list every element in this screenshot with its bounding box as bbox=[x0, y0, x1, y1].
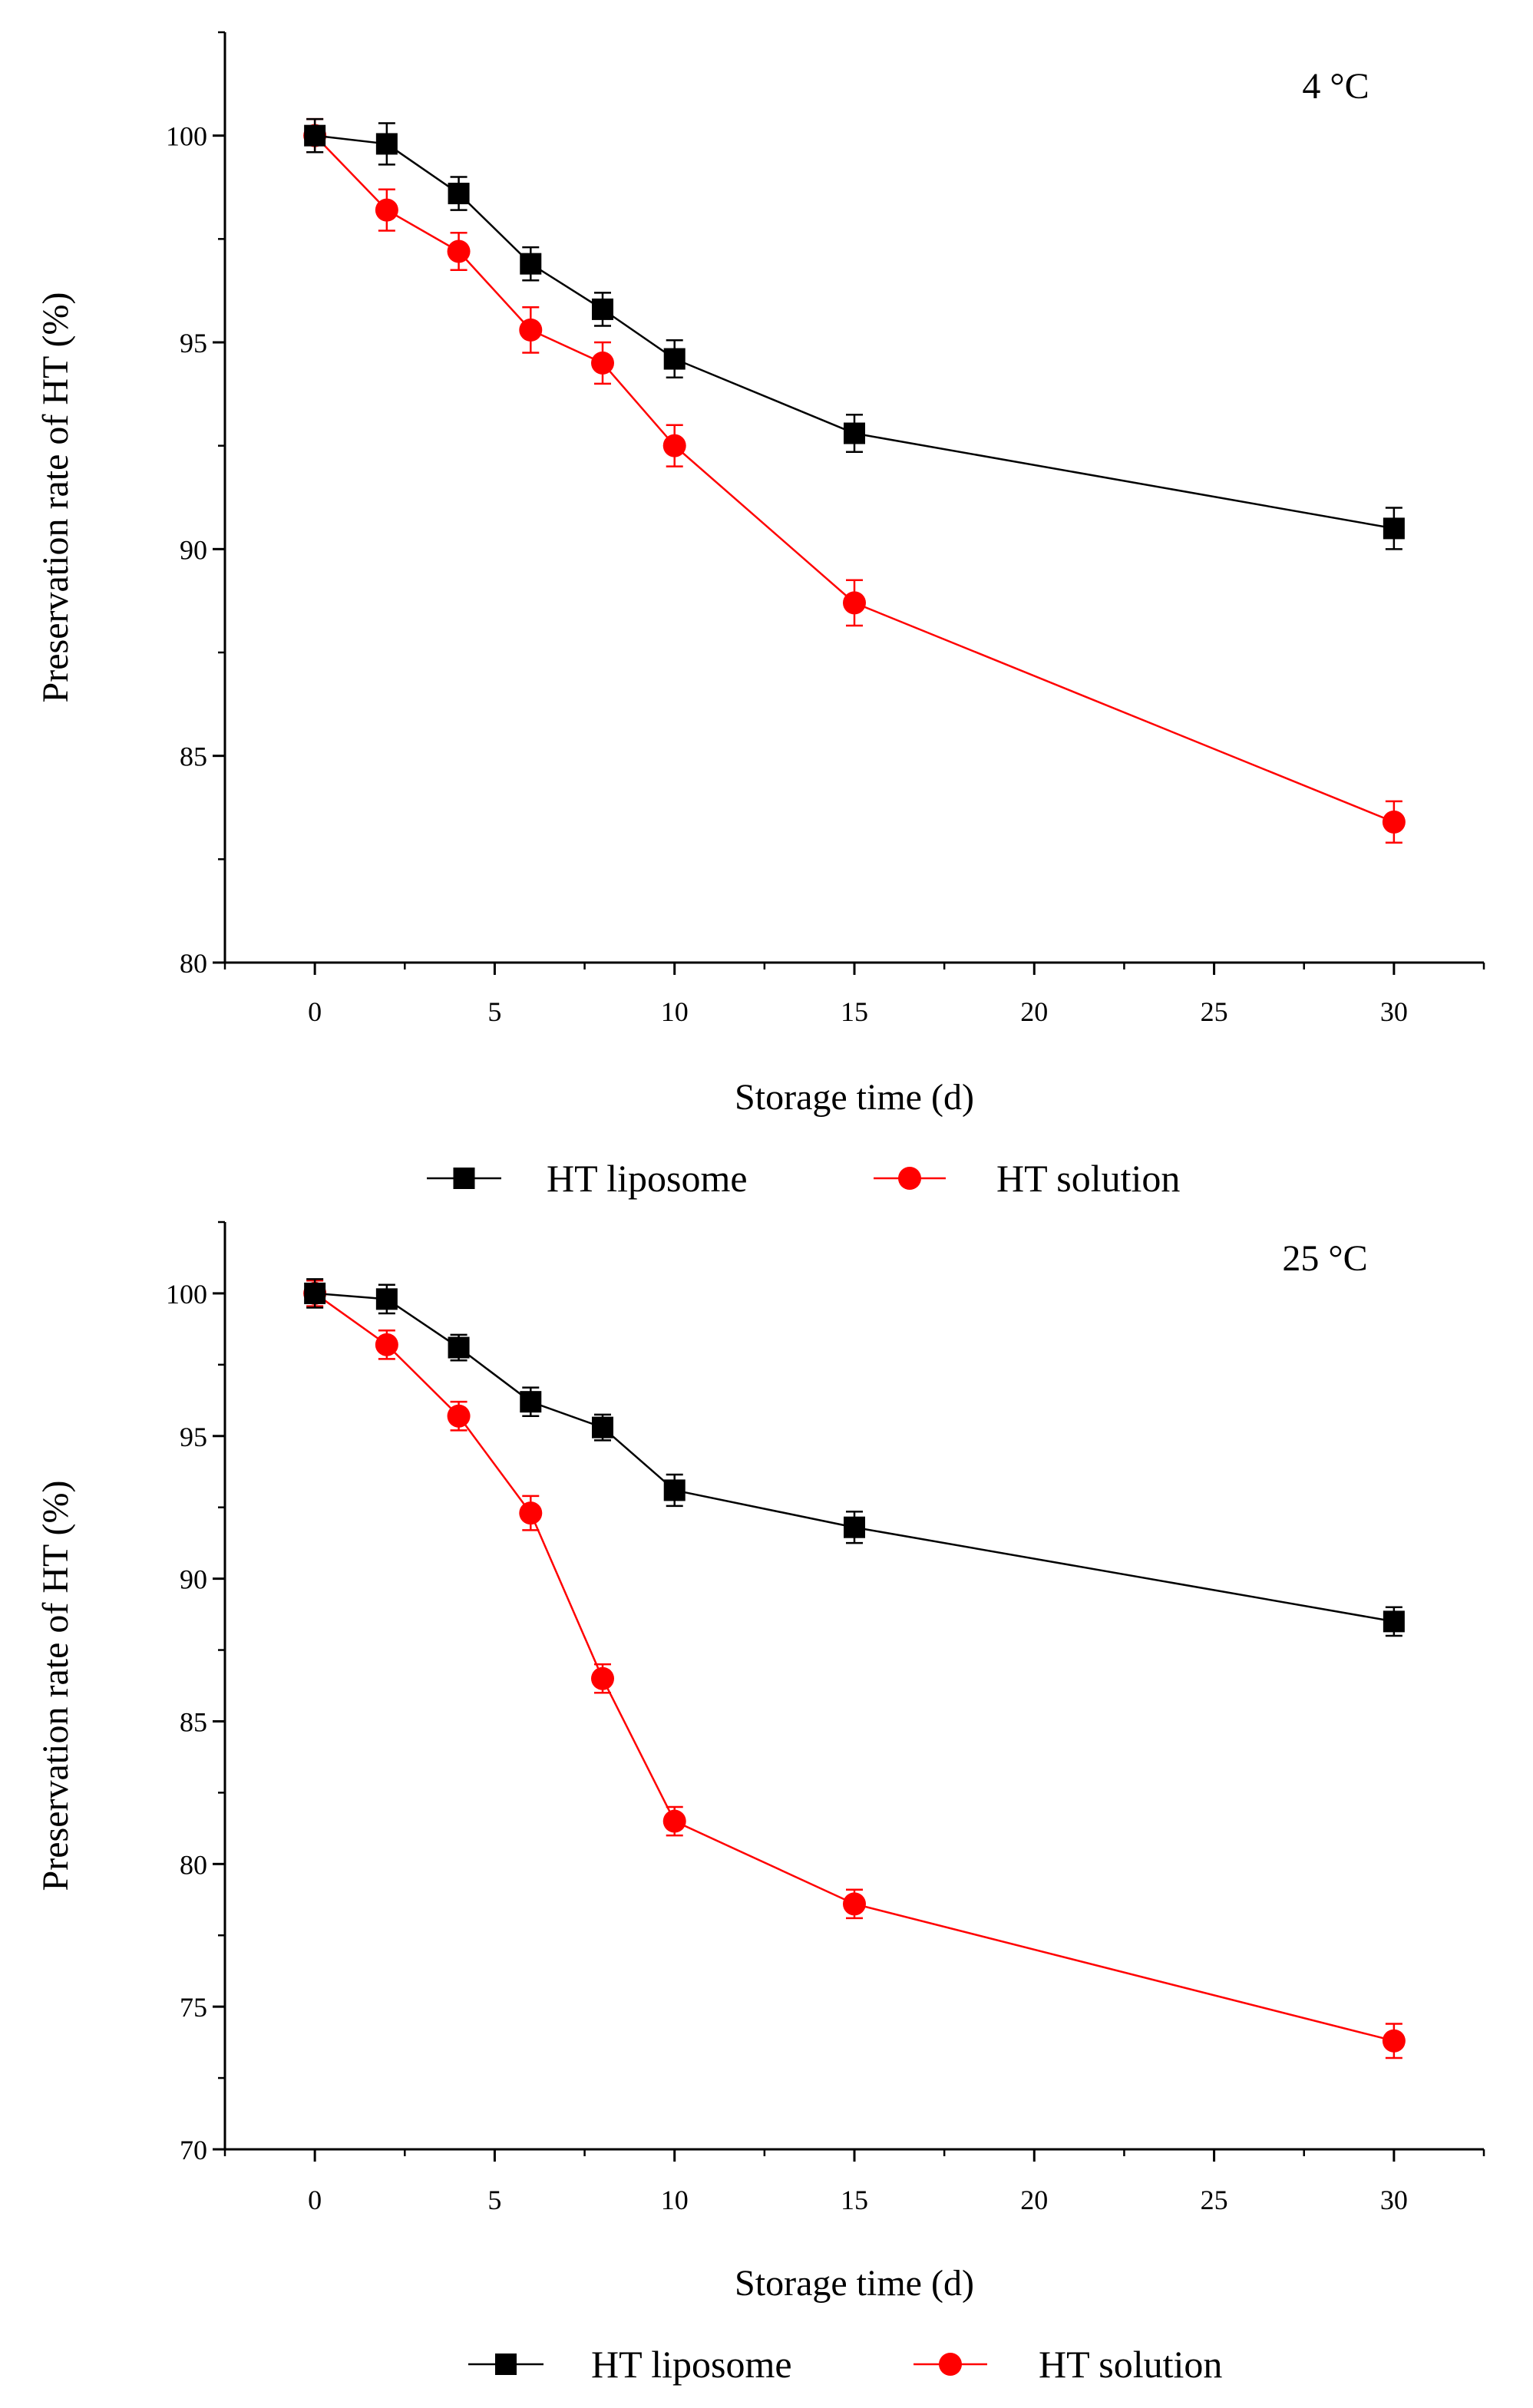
chart-panel-1: 80 85 90 95 100 0 5 10 15 20 25 30 Storage time (d) P… bbox=[35, 31, 1485, 1200]
x-tick-label: 15 bbox=[841, 2185, 868, 2215]
x-axis-title: Storage time (d) bbox=[735, 1077, 974, 1118]
series-liposome bbox=[304, 117, 1405, 550]
y-tick-label: 85 bbox=[180, 1706, 207, 1737]
legend: HT liposome HT solution bbox=[427, 1157, 1180, 1200]
chart-panel-2: 70 75 80 85 90 95 100 0 5 10 15 20 25 30 Storage time … bbox=[35, 1221, 1485, 2386]
data-point bbox=[375, 198, 398, 222]
series-line bbox=[314, 1292, 1395, 2042]
data-point bbox=[448, 1336, 470, 1359]
data-point bbox=[844, 1516, 865, 1538]
data-point bbox=[1382, 810, 1406, 834]
data-point bbox=[520, 253, 542, 275]
data-point bbox=[375, 133, 398, 155]
y-tick-label: 80 bbox=[180, 1849, 207, 1880]
data-point bbox=[375, 1333, 398, 1356]
y-tick-label: 90 bbox=[180, 1564, 207, 1595]
data-point bbox=[519, 1501, 543, 1525]
data-point bbox=[663, 1479, 686, 1501]
x-tick-label: 0 bbox=[308, 996, 322, 1027]
y-axis-title: Preservation rate of HT (%) bbox=[35, 1481, 76, 1891]
y-tick-label: 80 bbox=[180, 948, 207, 979]
legend-marker-liposome bbox=[453, 1168, 475, 1189]
data-point bbox=[520, 1391, 542, 1413]
data-point bbox=[591, 351, 614, 375]
data-point bbox=[1383, 517, 1405, 540]
y-tick-label: 70 bbox=[180, 2135, 207, 2165]
x-tick-label: 20 bbox=[1020, 2185, 1048, 2215]
y-tick-label: 100 bbox=[166, 1279, 207, 1310]
data-point bbox=[448, 183, 470, 205]
legend-marker-solution bbox=[898, 1167, 921, 1190]
y-axis-title: Preservation rate of HT (%) bbox=[35, 292, 76, 703]
series-line bbox=[315, 1292, 1395, 1623]
y-tick-label: 100 bbox=[166, 121, 207, 152]
data-point bbox=[591, 1666, 614, 1690]
y-tick-label: 90 bbox=[180, 534, 207, 565]
data-point bbox=[304, 1282, 326, 1304]
data-point bbox=[843, 591, 866, 615]
data-point bbox=[592, 1416, 613, 1439]
x-tick-label: 30 bbox=[1380, 996, 1408, 1027]
series-solution bbox=[303, 1279, 1406, 2060]
y-tick-label: 95 bbox=[180, 328, 207, 358]
series-line bbox=[315, 134, 1395, 530]
data-point bbox=[592, 298, 613, 320]
x-tick-label: 25 bbox=[1201, 996, 1228, 1027]
x-axis-title: Storage time (d) bbox=[735, 2263, 974, 2304]
data-point bbox=[843, 1892, 866, 1916]
x-tick-label: 20 bbox=[1020, 996, 1048, 1027]
x-tick-label: 30 bbox=[1380, 2185, 1408, 2215]
data-point bbox=[663, 348, 686, 370]
legend-marker-solution bbox=[939, 2353, 962, 2376]
x-tick-label: 5 bbox=[487, 996, 501, 1027]
series-solution bbox=[303, 117, 1406, 844]
y-tick-label: 85 bbox=[180, 742, 207, 772]
legend-label-liposome: HT liposome bbox=[547, 1157, 748, 1200]
data-point bbox=[844, 422, 865, 444]
data-point bbox=[375, 1288, 398, 1310]
y-tick-label: 95 bbox=[180, 1422, 207, 1452]
temperature-label: 4 °C bbox=[1302, 66, 1369, 107]
data-point bbox=[447, 239, 471, 263]
data-point bbox=[519, 318, 543, 342]
data-point bbox=[1383, 1610, 1405, 1633]
data-point bbox=[662, 1809, 686, 1833]
x-tick-label: 10 bbox=[661, 2185, 689, 2215]
x-tick-label: 25 bbox=[1201, 2185, 1228, 2215]
data-point bbox=[304, 124, 326, 147]
series-line bbox=[314, 134, 1395, 824]
legend-label-solution: HT solution bbox=[1039, 2343, 1222, 2386]
legend-marker-liposome bbox=[495, 2353, 517, 2375]
legend-label-solution: HT solution bbox=[996, 1157, 1180, 1200]
legend-label-liposome: HT liposome bbox=[591, 2343, 792, 2386]
x-tick-label: 5 bbox=[487, 2185, 501, 2215]
series-liposome bbox=[304, 1278, 1405, 1637]
x-tick-label: 10 bbox=[661, 996, 689, 1027]
x-tick-label: 15 bbox=[841, 996, 868, 1027]
temperature-label: 25 °C bbox=[1282, 1238, 1367, 1279]
data-point bbox=[447, 1404, 471, 1428]
data-point bbox=[1382, 2029, 1406, 2053]
legend: HT liposome HT solution bbox=[468, 2343, 1222, 2386]
y-tick-label: 75 bbox=[180, 1992, 207, 2023]
data-point bbox=[662, 434, 686, 457]
x-tick-label: 0 bbox=[308, 2185, 322, 2215]
